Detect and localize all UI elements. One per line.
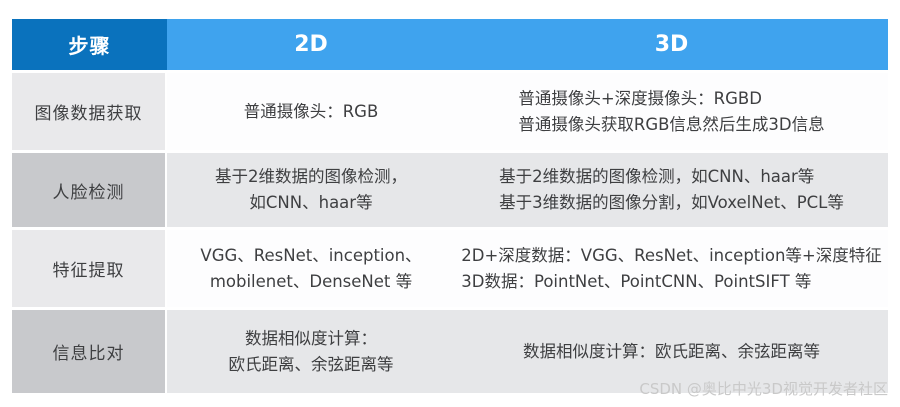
row-label: 信息比对 bbox=[12, 310, 165, 393]
cell-3d: 2D+深度数据：VGG、ResNet、inception等+深度特征 3D数据：… bbox=[455, 230, 888, 307]
cell-2d: 数据相似度计算： 欧氏距离、余弦距离等 bbox=[167, 310, 455, 393]
cell-text-line: 数据相似度计算： bbox=[245, 328, 377, 348]
cell-text-line: 3D数据：PointNet、PointCNN、PointSIFT 等 bbox=[461, 271, 812, 291]
cell-text-line: 2D+深度数据：VGG、ResNet、inception等+深度特征 bbox=[461, 245, 882, 265]
table-row-information-matching: 信息比对 数据相似度计算： 欧氏距离、余弦距离等 数据相似度计算：欧氏距离、余弦… bbox=[12, 310, 888, 393]
row-label: 人脸检测 bbox=[12, 153, 165, 227]
cell-text-line: VGG、ResNet、inception、 bbox=[200, 245, 422, 265]
cell-text-line: 普通摄像头：RGB bbox=[243, 101, 379, 121]
table-row-image-acquisition: 图像数据获取 普通摄像头：RGB 普通摄像头+深度摄像头：RGBD 普通摄像头获… bbox=[12, 73, 888, 150]
cell-text-line: 普通摄像头+深度摄像头：RGBD bbox=[518, 88, 762, 108]
cell-text-line: 基于3维数据的图像分割，如VoxelNet、PCL等 bbox=[499, 193, 844, 212]
cell-text-line: 如CNN、haar等 bbox=[249, 193, 373, 212]
table-row-feature-extraction: 特征提取 VGG、ResNet、inception、 mobilenet、Den… bbox=[12, 230, 888, 307]
row-label: 特征提取 bbox=[12, 230, 165, 307]
cell-text-line: 欧氏距离、余弦距离等 bbox=[228, 354, 394, 374]
cell-3d: 数据相似度计算：欧氏距离、余弦距离等 bbox=[455, 310, 888, 393]
cell-2d: VGG、ResNet、inception、 mobilenet、DenseNet… bbox=[167, 230, 455, 307]
header-cell-3d: 3D bbox=[654, 32, 689, 57]
cell-text-line: mobilenet、DenseNet 等 bbox=[209, 271, 413, 291]
cell-3d: 普通摄像头+深度摄像头：RGBD 普通摄像头获取RGB信息然后生成3D信息 bbox=[455, 73, 888, 150]
csdn-watermark: CSDN @奥比中光3D视觉开发者社区 bbox=[639, 380, 888, 398]
header-cell-step: 步骤 bbox=[12, 19, 167, 70]
cell-text-line: 普通摄像头获取RGB信息然后生成3D信息 bbox=[518, 114, 825, 134]
header-cell-group: 2D 3D bbox=[167, 19, 888, 70]
row-label: 图像数据获取 bbox=[12, 73, 165, 150]
cell-text-line: 基于2维数据的图像检测， bbox=[215, 167, 407, 186]
cell-2d: 普通摄像头：RGB bbox=[167, 73, 455, 150]
cell-2d: 基于2维数据的图像检测， 如CNN、haar等 bbox=[167, 153, 455, 227]
table-row-face-detection: 人脸检测 基于2维数据的图像检测， 如CNN、haar等 基于2维数据的图像检测… bbox=[12, 153, 888, 227]
table-header-row: 步骤 2D 3D bbox=[12, 19, 888, 70]
cell-3d: 基于2维数据的图像检测，如CNN、haar等 基于3维数据的图像分割，如Voxe… bbox=[455, 153, 888, 227]
2d-vs-3d-table: 步骤 2D 3D 图像数据获取 普通摄像头：RGB 普通摄像头+深度摄像头：RG… bbox=[12, 19, 888, 393]
cell-text-line: 基于2维数据的图像检测，如CNN、haar等 bbox=[499, 167, 815, 186]
cell-text-line: 数据相似度计算：欧氏距离、余弦距离等 bbox=[523, 341, 820, 361]
header-cell-2d: 2D bbox=[294, 32, 328, 57]
